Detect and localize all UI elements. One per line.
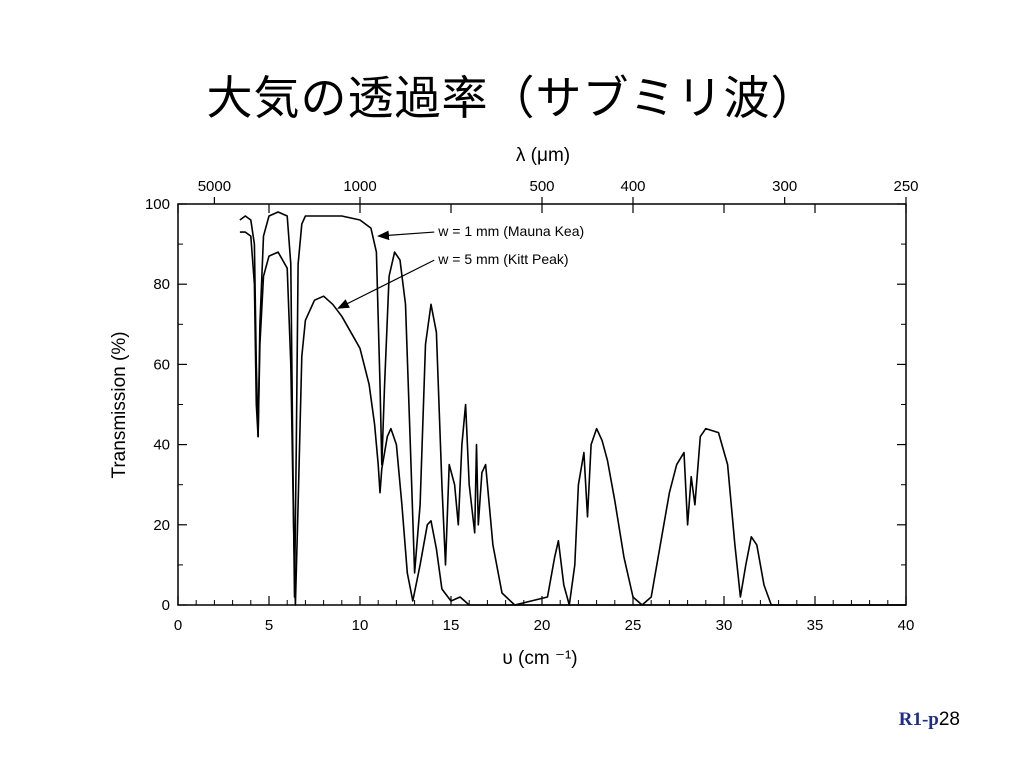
y-tick-label: 100	[145, 196, 170, 213]
annotation-arrow-2	[337, 259, 435, 309]
y-tick-label: 0	[162, 597, 170, 614]
top-tick-label: 500	[529, 178, 554, 195]
x-tick-label: 0	[174, 617, 182, 634]
annotation-arrow-1	[377, 230, 435, 241]
x-tick-label: 40	[898, 617, 915, 634]
y-tick-label: 80	[153, 276, 170, 293]
page-number-value: 28	[938, 709, 960, 730]
y-tick-label: 20	[153, 517, 170, 534]
x-tick-label: 5	[265, 617, 273, 634]
top-tick-label: 250	[893, 178, 918, 195]
x-tick-label: 20	[534, 617, 551, 634]
top-tick-label: 1000	[343, 178, 376, 195]
series-line-1	[239, 211, 906, 606]
page-number: R1-p28	[899, 709, 960, 731]
slide-title: 大気の透過率（サブミリ波）	[206, 71, 818, 125]
annotation-label-1: w = 1 mm (Mauna Kea)	[437, 223, 584, 239]
x-tick-label: 10	[352, 617, 369, 634]
annotation-label-2: w = 5 mm (Kitt Peak)	[437, 251, 568, 267]
y-tick-label: 40	[153, 437, 170, 454]
x-tick-label: 30	[716, 617, 733, 634]
x-tick-label: 35	[807, 617, 824, 634]
x-tick-label: 25	[625, 617, 642, 634]
x-tick-label: 15	[443, 617, 460, 634]
top-axis-title: λ (μm)	[516, 145, 570, 166]
top-tick-label: 300	[772, 178, 797, 195]
top-tick-label: 5000	[198, 178, 231, 195]
y-axis-title: Transmission (%)	[109, 331, 130, 478]
page-prefix: R1-p	[898, 709, 939, 730]
series-line-2	[239, 231, 906, 606]
top-tick-label: 400	[620, 178, 645, 195]
y-tick-label: 60	[153, 356, 170, 373]
x-axis-title: υ (cm ⁻¹)	[502, 648, 577, 669]
